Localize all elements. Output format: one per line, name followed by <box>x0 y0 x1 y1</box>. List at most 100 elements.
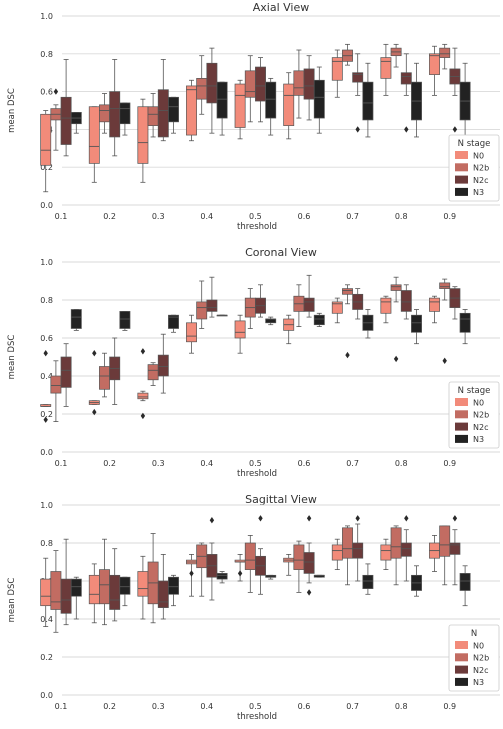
box-n2c-0.7 <box>352 288 364 320</box>
box-n0-0.7 <box>331 538 343 570</box>
box-n2b-0.4 <box>196 55 208 115</box>
box-n2b-0.2 <box>99 352 110 398</box>
box-iqr <box>99 569 110 605</box>
box-n3-0.6 <box>313 312 325 328</box>
legend-title: N stage <box>458 139 491 149</box>
x-tick-label: 0.7 <box>346 212 359 221</box>
legend-label: N3 <box>473 435 484 444</box>
x-tick-label: 0.8 <box>395 212 408 221</box>
box-n3-0.4 <box>216 571 228 584</box>
box-n2b-0.4 <box>196 542 208 597</box>
box-iqr <box>206 299 218 312</box>
legend: N stage N0 N2b N2c N3 <box>448 134 500 202</box>
y-axis-label: mean DSC <box>7 578 17 623</box>
box-iqr <box>293 544 305 570</box>
box-iqr <box>70 578 82 597</box>
box-n2b-0.6 <box>293 284 305 328</box>
box-n3-0.4 <box>216 81 228 136</box>
box-n0-0.8 <box>380 295 392 324</box>
box-iqr <box>88 574 100 605</box>
box-n2c-0.2 <box>109 337 121 405</box>
legend-label: N2b <box>473 654 489 663</box>
box-n2c-0.4 <box>206 47 218 134</box>
box-iqr <box>50 571 62 610</box>
box-iqr <box>196 78 208 100</box>
outlier-point <box>258 515 263 522</box>
box-n2c-0.6 <box>303 55 315 121</box>
box-n2b-0.7 <box>342 525 353 586</box>
outlier-point <box>393 355 399 363</box>
x-tick-label: 0.4 <box>200 459 213 468</box>
outlier-point <box>53 88 59 95</box>
box-n0-0.9 <box>429 535 440 572</box>
box-iqr <box>331 57 343 81</box>
box-n2b-0.8 <box>390 525 402 586</box>
box-n3-0.3 <box>168 96 179 134</box>
box-iqr <box>400 290 412 312</box>
box-n2c-0.2 <box>109 548 121 622</box>
x-tick-label: 0.2 <box>103 459 116 468</box>
box-n2b-0.5 <box>244 288 256 329</box>
y-tick-label: 0.8 <box>40 539 53 548</box>
legend-swatch <box>455 422 468 431</box>
legend-label: N2c <box>473 423 488 432</box>
legend-label: N2b <box>473 411 489 420</box>
y-tick-label: 0.0 <box>40 691 53 700</box>
outlier-point <box>404 126 409 133</box>
box-n3-0.6 <box>313 66 325 134</box>
outlier-point <box>140 348 146 355</box>
box-iqr <box>119 576 131 595</box>
box-n2c-0.1 <box>60 59 72 157</box>
legend-label: N2b <box>473 164 489 173</box>
box-iqr <box>216 573 228 580</box>
box-iqr <box>40 113 52 166</box>
box-n3-0.2 <box>119 310 131 331</box>
outlier-point <box>92 350 97 357</box>
box-n3-0.1 <box>70 309 82 331</box>
outlier-point <box>92 408 97 416</box>
box-n3-0.8 <box>411 309 422 345</box>
outlier-point <box>43 416 48 423</box>
box-iqr <box>293 70 305 96</box>
y-tick-label: 0.2 <box>40 653 53 662</box>
box-n3-0.4 <box>216 314 228 317</box>
outlier-point <box>404 515 409 522</box>
box-iqr <box>303 552 315 574</box>
box-iqr <box>99 104 110 123</box>
box-n2b-0.9 <box>439 43 451 70</box>
box-iqr <box>400 542 412 557</box>
box-iqr <box>429 53 440 75</box>
legend-swatch <box>455 653 468 662</box>
legend-swatch <box>455 641 468 649</box>
y-tick-label: 0.8 <box>40 296 53 305</box>
box-iqr <box>342 527 353 559</box>
box-n2c-0.9 <box>449 515 461 586</box>
box-n2c-0.3 <box>157 333 169 394</box>
box-n0-0.3 <box>137 348 149 420</box>
x-tick-label: 0.9 <box>443 702 456 711</box>
box-n2b-0.5 <box>244 55 256 123</box>
legend-swatch <box>455 665 468 674</box>
legend: N N0 N2b N2c N3 <box>448 624 500 692</box>
box-n2b-0.1 <box>50 88 62 151</box>
legend-swatch <box>455 398 468 406</box>
x-tick-label: 0.7 <box>346 459 359 468</box>
box-iqr <box>380 57 392 79</box>
box-iqr <box>342 288 353 295</box>
y-tick-label: 0.0 <box>40 448 53 457</box>
x-tick-label: 0.5 <box>249 459 262 468</box>
legend-label: N2c <box>473 176 488 185</box>
box-iqr <box>439 282 451 289</box>
y-axis-label: mean DSC <box>7 335 17 380</box>
box-iqr <box>50 375 62 394</box>
box-iqr <box>244 542 256 570</box>
box-n2c-0.7 <box>352 515 364 582</box>
y-tick-label: 0.2 <box>40 410 53 419</box>
x-tick-label: 0.6 <box>298 212 311 221</box>
box-iqr <box>244 70 256 98</box>
y-tick-label: 0.6 <box>40 334 53 343</box>
box-n3-0.3 <box>168 314 179 333</box>
x-tick-label: 0.2 <box>103 212 116 221</box>
